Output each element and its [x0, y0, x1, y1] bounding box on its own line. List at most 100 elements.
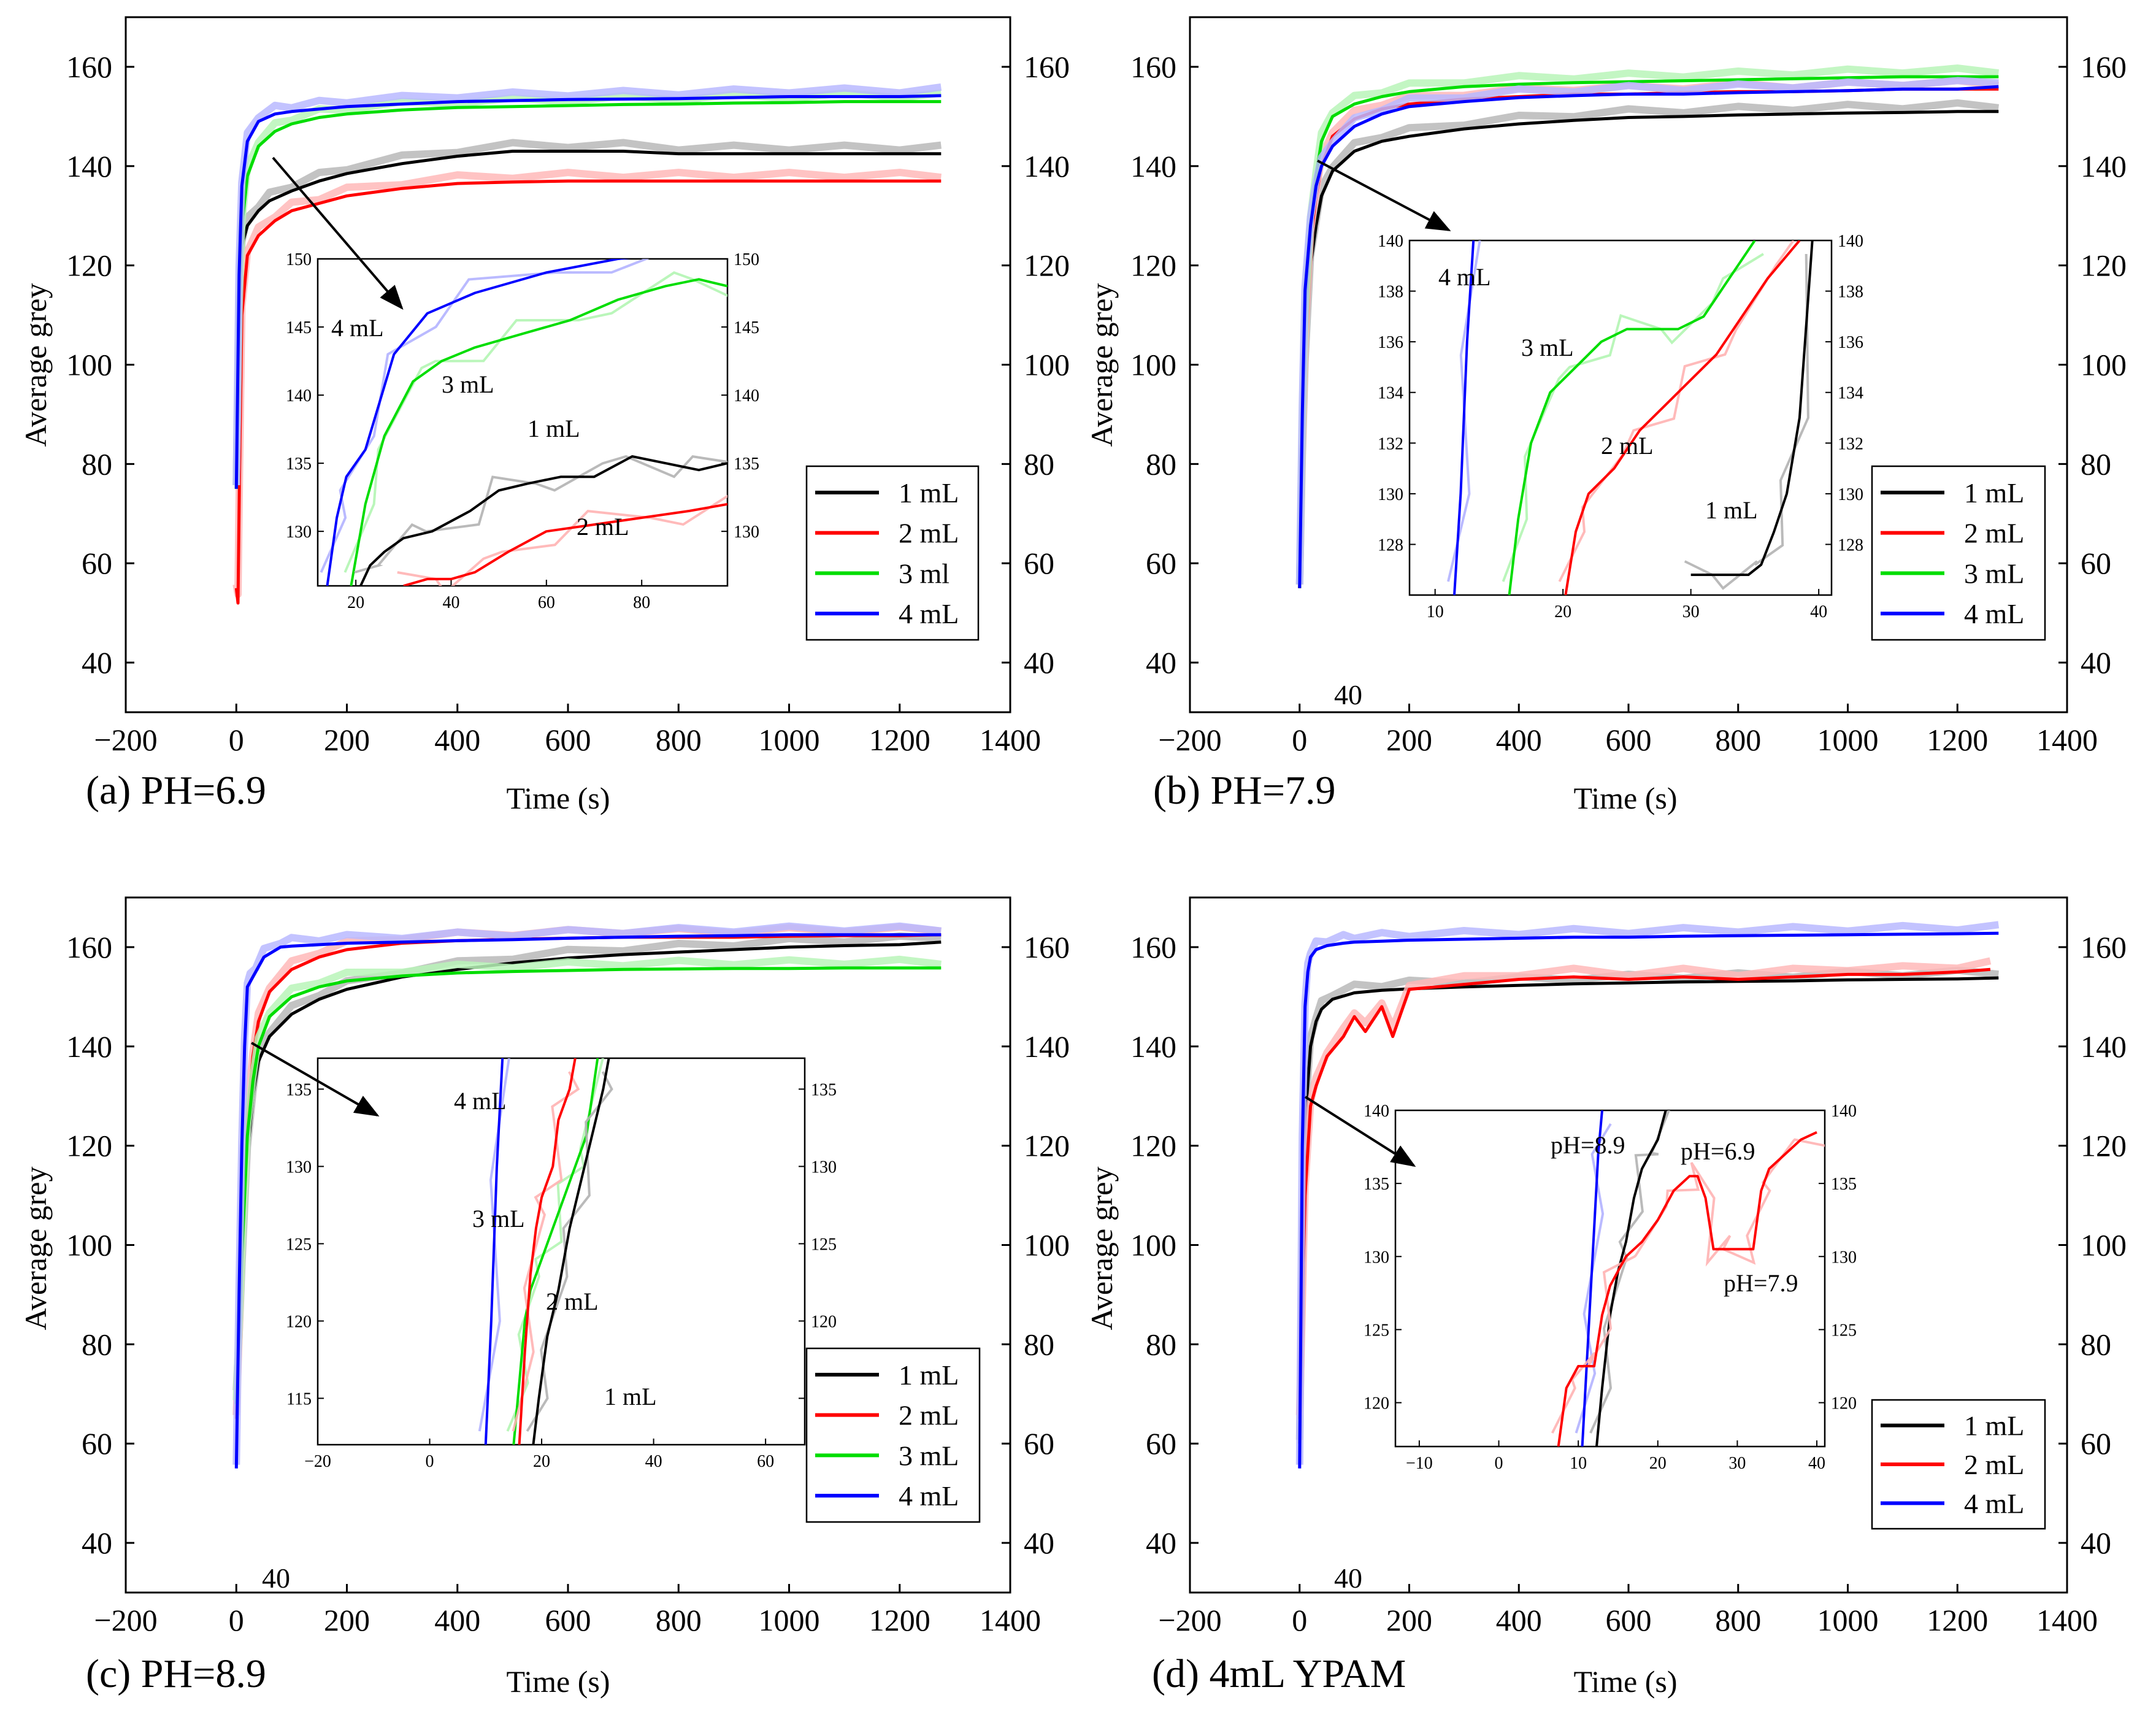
legend-label: 1 mL — [1964, 477, 2024, 509]
series-line-3-ml — [234, 100, 942, 489]
legend-box — [805, 1347, 981, 1523]
inset-annotation: 2 mL — [546, 1288, 599, 1315]
inset-noise-2-mL — [397, 494, 727, 586]
inset-y-tick-label-left: 134 — [1378, 384, 1403, 403]
inset-annotation: pH=6.9 — [1681, 1137, 1755, 1165]
y-tick-label-left: 80 — [82, 447, 112, 481]
x-tick-label: 400 — [434, 723, 480, 757]
inset-line-4-mL — [1453, 240, 1475, 595]
inset-y-tick-label-left: 120 — [286, 1312, 312, 1331]
y-tick-label-left: 80 — [1146, 447, 1176, 481]
series-line-1-mL — [234, 150, 942, 489]
inset-y-tick-label-left: 135 — [286, 1080, 312, 1099]
inset-noise-1-mL — [354, 455, 727, 574]
panel-label: (b) PH=7.9 — [1153, 768, 1336, 813]
legend-label: 1 mL — [899, 1359, 959, 1391]
y-tick-label-right: 160 — [2081, 50, 2127, 84]
y-axis-label: Average grey — [18, 283, 53, 447]
inset-y-tick-label-right: 135 — [1831, 1175, 1857, 1194]
y-tick-label-left: 100 — [1130, 348, 1176, 382]
series-noise-band-2-mL — [1295, 957, 1992, 1415]
inset-x-tick-label: 10 — [1427, 602, 1444, 621]
inset-x-tick-label: 40 — [645, 1452, 662, 1471]
inset-y-tick-label-right: 125 — [1831, 1321, 1857, 1340]
y-tick-label-left: 60 — [82, 546, 112, 580]
inset-y-tick-label-right: 130 — [811, 1158, 837, 1177]
inset-y-tick-label-left: 140 — [1378, 232, 1403, 251]
y-tick-label-right: 100 — [2081, 348, 2127, 382]
legend-label: 4 mL — [899, 1480, 959, 1512]
series-group — [232, 922, 942, 1469]
x-tick-label: 1200 — [869, 1603, 930, 1637]
y-tick-label-right: 60 — [1024, 546, 1054, 580]
legend-label: 2 mL — [1964, 518, 2024, 549]
y-tick-label-left: 60 — [1146, 1426, 1176, 1461]
inset-line-3-mL — [350, 278, 727, 586]
inset-noise-4-mL — [320, 259, 650, 573]
y-tick-label-left: 40 — [1146, 1526, 1176, 1560]
y-tick-label-right: 160 — [1024, 930, 1070, 964]
x-tick-label: −200 — [1158, 1603, 1221, 1637]
callout-arrow — [1317, 159, 1451, 231]
inset-annotation: 3 mL — [1521, 334, 1574, 361]
x-tick-label: 1400 — [2036, 723, 2098, 757]
x-tick-label: 0 — [1292, 723, 1307, 757]
y-axis-label: Average grey — [1084, 283, 1119, 447]
y-tick-label-right: 60 — [2081, 546, 2111, 580]
legend-label: 3 ml — [899, 558, 949, 589]
inset-x-tick-label: 40 — [1810, 602, 1827, 621]
legend-label: 4 mL — [1964, 598, 2024, 629]
legend-label: 2 mL — [899, 518, 959, 549]
panel-label: (a) PH=6.9 — [86, 768, 266, 813]
inset-y-tick-label-left: 128 — [1378, 536, 1403, 555]
y-tick-label-right: 80 — [2081, 447, 2111, 481]
x-tick-label: 800 — [656, 723, 702, 757]
inset-annotation: 2 mL — [1601, 432, 1654, 459]
inset-y-tick-label-left: 145 — [286, 318, 312, 337]
inset-line-3-mL — [512, 1058, 599, 1445]
legend: 1 mL 2 mL 3 mL 4 mL — [1871, 465, 2046, 641]
panel-a: −200 0 200 400 600 800 1000 1200 1400 40 40 60 60 80 8… — [18, 16, 1070, 815]
panel-b: −200 0 200 400 600 800 1000 1200 1400 40 40 60 60 80 8… — [1084, 16, 2127, 815]
y-tick-label-left: 140 — [66, 1029, 112, 1064]
y-tick-label-right: 100 — [1024, 348, 1070, 382]
x-tick-label: 800 — [1715, 723, 1761, 757]
x-tick-label: 0 — [1292, 1603, 1307, 1637]
inset-line-pH-6-9 — [1595, 1110, 1667, 1447]
inset-y-tick-label-left: 140 — [1364, 1102, 1389, 1121]
inset-y-tick-label-left: 138 — [1378, 283, 1403, 302]
x-tick-label: 1000 — [1817, 1603, 1879, 1637]
inset-line-4-mL — [326, 259, 631, 586]
inset-y-tick-label-right: 150 — [734, 250, 759, 269]
inset-y-tick-label-right: 140 — [734, 386, 759, 405]
inset-annotation: pH=7.9 — [1724, 1269, 1798, 1297]
y-tick-label-right: 80 — [1024, 447, 1054, 481]
inset-y-tick-label-left: 132 — [1378, 434, 1403, 453]
y-tick-label-right: 80 — [1024, 1327, 1054, 1361]
inset-series-group — [320, 259, 727, 586]
y-tick-label-right: 100 — [1024, 1228, 1070, 1262]
inset-x-tick-label: 40 — [1808, 1454, 1825, 1473]
inset-line-2-mL — [1564, 240, 1801, 595]
y-axis-label: Average grey — [18, 1167, 53, 1331]
inset-x-tick-label: −10 — [1406, 1454, 1433, 1473]
inset-annotation: 2 mL — [577, 513, 629, 540]
y-tick-label-left: 120 — [66, 1129, 112, 1163]
series-line-4-mL — [234, 94, 942, 489]
legend-label: 3 mL — [899, 1440, 959, 1471]
inset-y-tick-label-left: 125 — [286, 1235, 312, 1254]
inset-y-tick-label-right: 140 — [1831, 1102, 1857, 1121]
x-tick-label: −200 — [94, 1603, 157, 1637]
x-tick-label: 600 — [1606, 723, 1652, 757]
legend-label: 4 mL — [899, 598, 959, 629]
inset-annotation: 4 mL — [331, 314, 384, 342]
legend-label: 2 mL — [1964, 1449, 2024, 1480]
series-line-1-mL — [1298, 976, 1999, 1444]
inset-chart: 10 20 30 40 128 128 130 130 132 132 134 134 136 136 13… — [1378, 232, 1863, 621]
y-tick-label-right: 160 — [1024, 50, 1070, 84]
y-tick-label-left: 80 — [1146, 1327, 1176, 1361]
inset-x-tick-label: 10 — [1570, 1454, 1587, 1473]
x-tick-label: 1200 — [869, 723, 930, 757]
inset-y-tick-label-left: 150 — [286, 250, 312, 269]
inset-y-tick-label-right: 130 — [734, 523, 759, 542]
